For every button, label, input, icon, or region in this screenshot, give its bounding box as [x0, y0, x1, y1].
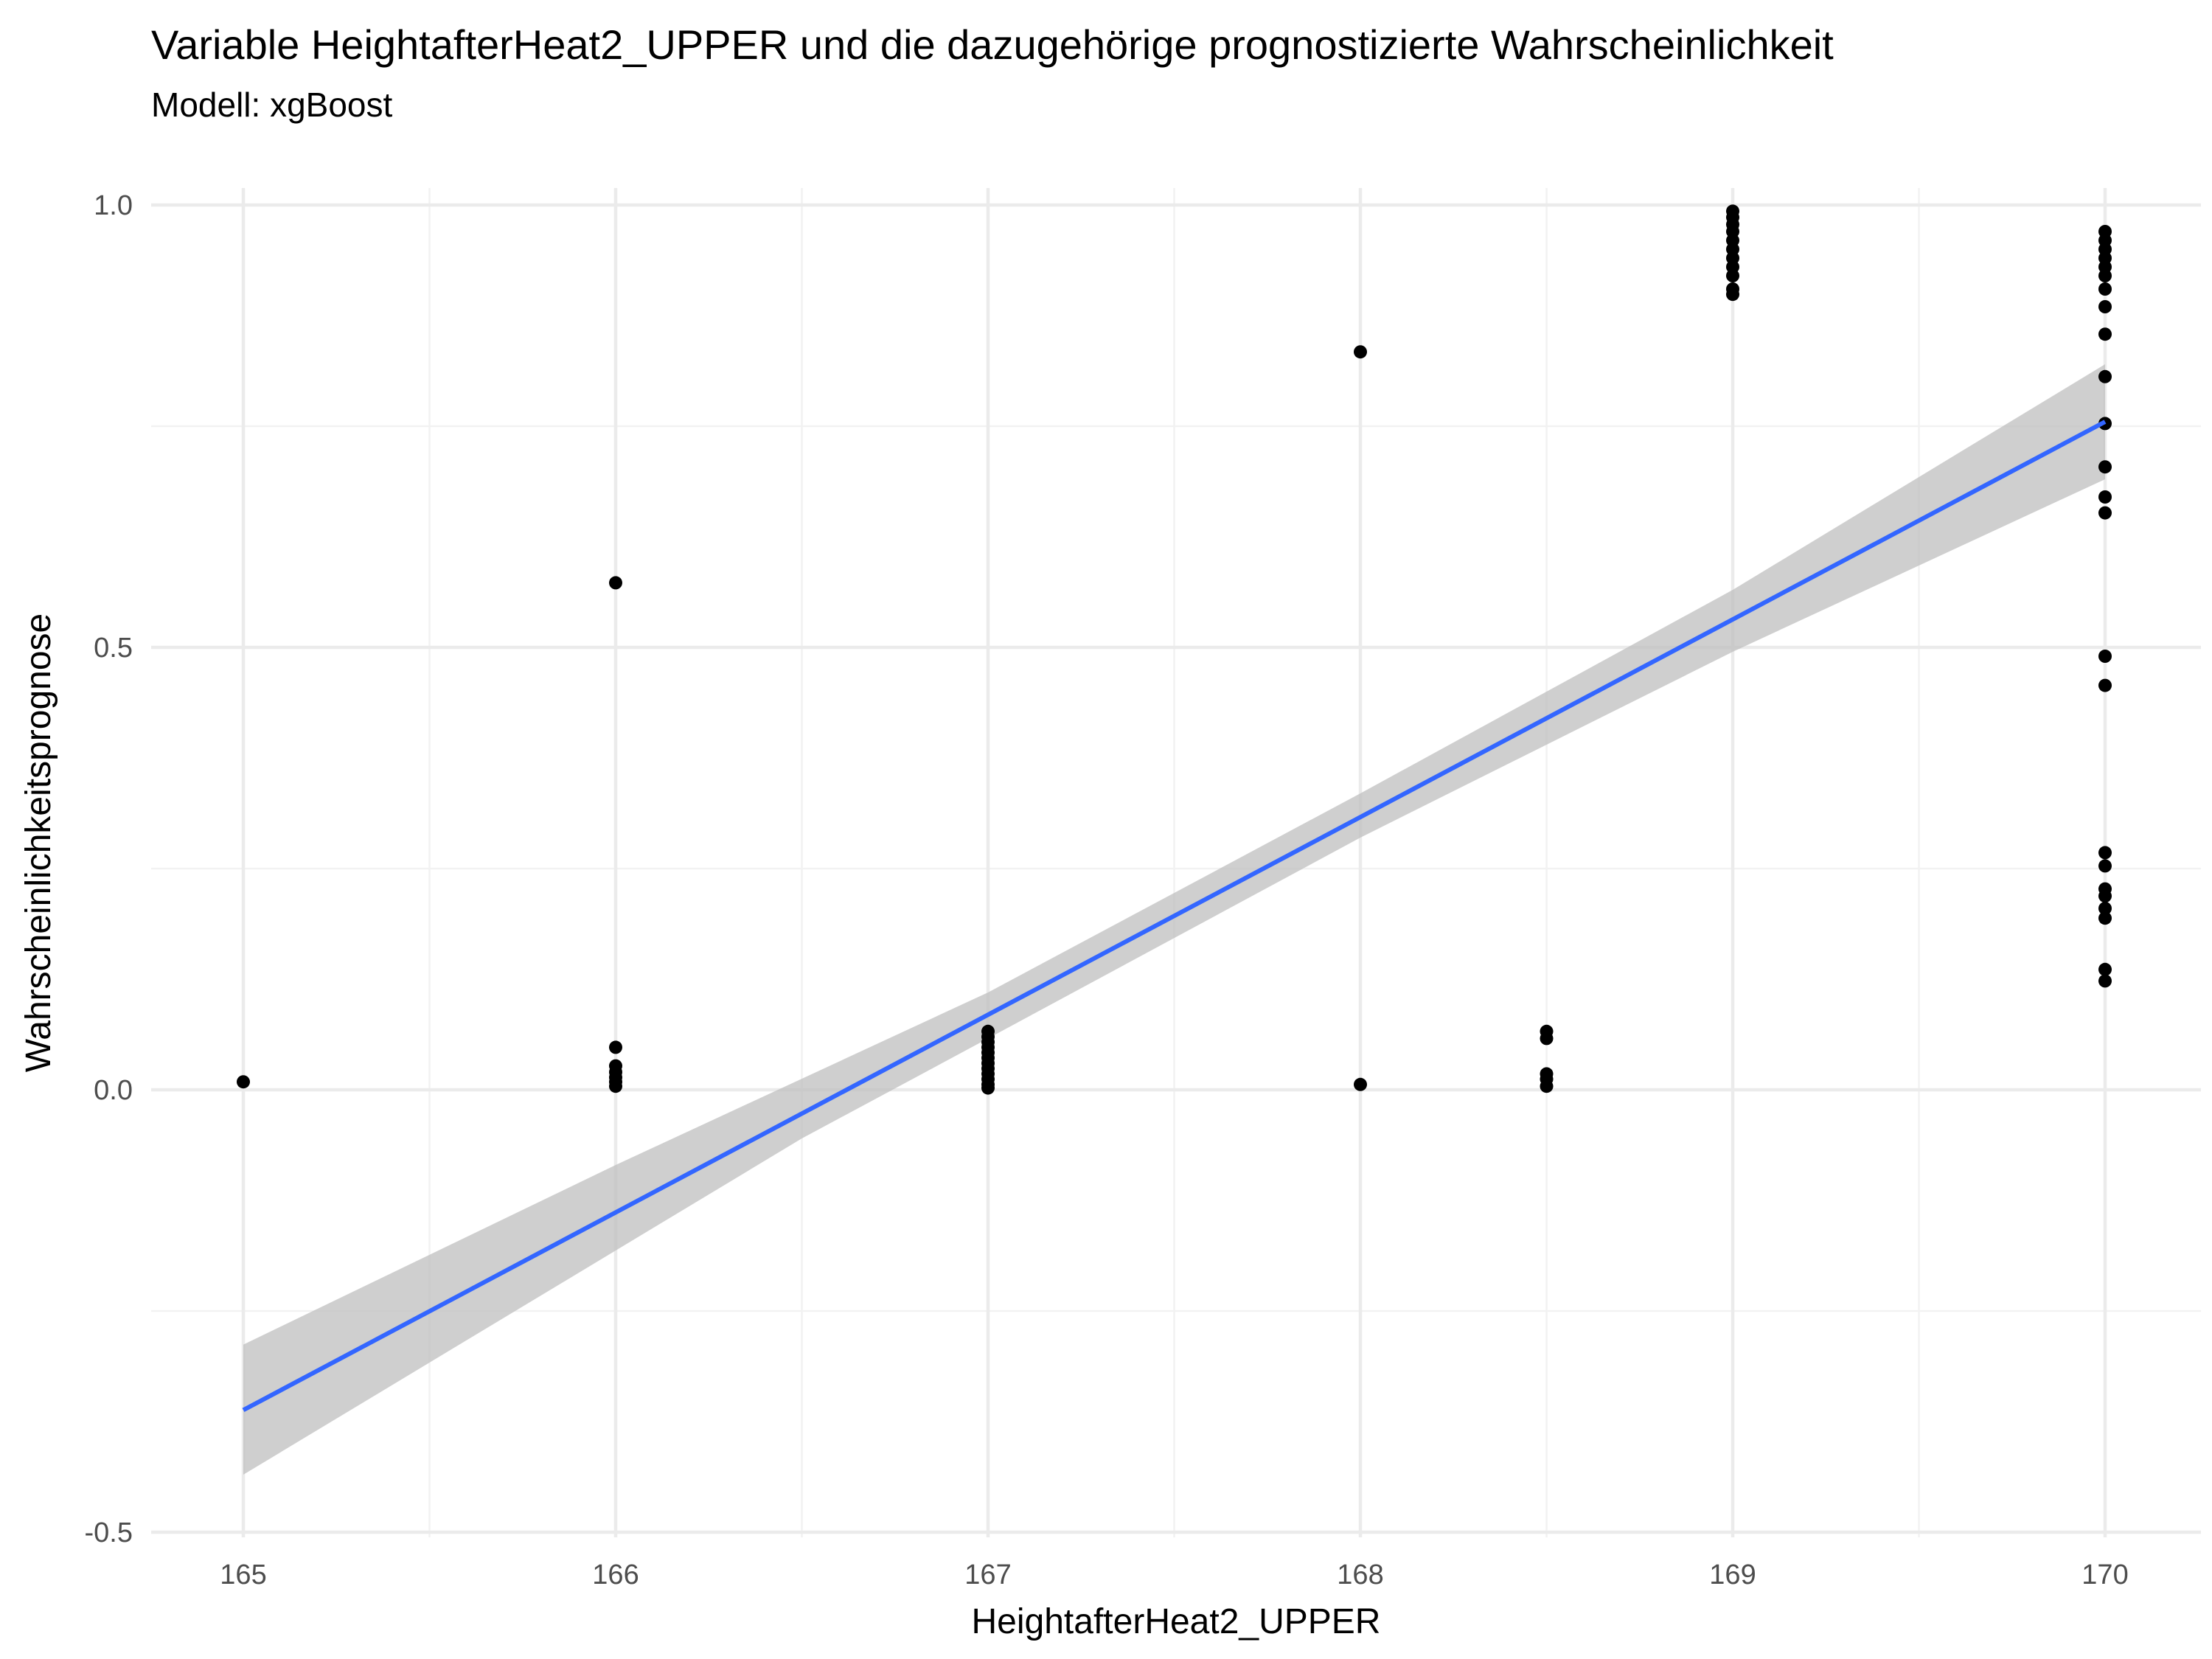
y-tick-label: 0.0: [94, 1075, 133, 1106]
scatter-points: [237, 204, 2112, 1095]
data-point: [2098, 889, 2112, 903]
data-point: [237, 1075, 250, 1089]
confidence-ribbon: [243, 364, 2105, 1475]
data-point: [2098, 911, 2112, 925]
y-axis-ticks: -0.5 0.0 0.5 1.0: [85, 190, 133, 1548]
data-point: [2098, 327, 2112, 341]
data-point: [2098, 460, 2112, 474]
x-tick-label: 165: [220, 1559, 266, 1590]
data-point: [1354, 1077, 1367, 1091]
chart-title: Variable HeightafterHeat2_UPPER und die …: [151, 21, 1834, 68]
x-axis-title: HeightafterHeat2_UPPER: [972, 1602, 1381, 1641]
data-point: [1540, 1079, 1554, 1093]
data-point: [1354, 345, 1367, 359]
data-point: [2098, 506, 2112, 520]
y-tick-label: 0.5: [94, 633, 133, 664]
data-point: [2098, 902, 2112, 915]
data-point: [2098, 846, 2112, 860]
data-point: [2098, 369, 2112, 383]
data-point: [2098, 490, 2112, 504]
y-tick-label: -0.5: [85, 1517, 133, 1548]
data-point: [1726, 288, 1739, 302]
data-point: [609, 576, 622, 590]
chart-subtitle: Modell: xgBoost: [151, 86, 392, 124]
data-point: [981, 1081, 995, 1095]
y-axis-title: Wahrscheinlichkeitsprognose: [19, 613, 58, 1073]
x-tick-label: 169: [1709, 1559, 1756, 1590]
x-axis-ticks: 165 166 167 168 169 170: [220, 1559, 2128, 1590]
x-tick-label: 170: [2081, 1559, 2128, 1590]
plot-panel: [151, 188, 2201, 1537]
data-point: [2098, 678, 2112, 692]
y-tick-label: 1.0: [94, 190, 133, 221]
data-point: [2098, 962, 2112, 976]
data-point: [2098, 859, 2112, 873]
data-point: [2098, 269, 2112, 282]
data-point: [2098, 650, 2112, 663]
data-point: [1540, 1032, 1554, 1046]
data-point: [2098, 300, 2112, 313]
data-point: [2098, 974, 2112, 988]
x-tick-label: 166: [592, 1559, 639, 1590]
x-tick-label: 168: [1337, 1559, 1383, 1590]
data-point: [1726, 269, 1739, 282]
data-point: [2098, 282, 2112, 296]
regression-line: [242, 420, 2107, 1413]
data-point: [609, 1079, 622, 1093]
x-tick-label: 167: [964, 1559, 1011, 1590]
data-point: [609, 1040, 622, 1054]
